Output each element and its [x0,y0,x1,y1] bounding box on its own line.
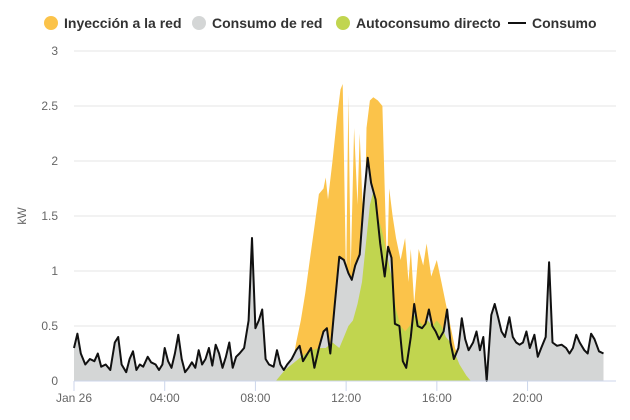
x-tick-label: 16:00 [422,391,452,405]
axes: 0 0.5 1 1.5 2 2.5 3 kW Jan 26 04:00 08:00 12:00 16:0… [15,44,616,405]
legend: Inyección a la red Consumo de red Autoco… [0,12,630,36]
legend-item-consumo-red[interactable]: Consumo de red [192,12,322,34]
x-tick-label: 04:00 [150,391,180,405]
y-tick-label: 0 [51,374,58,388]
legend-swatch-autoconsumo [336,16,350,30]
legend-item-autoconsumo[interactable]: Autoconsumo directo [336,12,501,34]
legend-item-inyeccion[interactable]: Inyección a la red [44,12,182,34]
y-tick-label: 0.5 [41,319,58,333]
y-tick-label: 2 [51,154,58,168]
legend-swatch-consumo-red [192,16,206,30]
legend-item-consumo[interactable]: Consumo [508,12,597,34]
series-line-consumo [73,156,604,382]
legend-swatch-inyeccion [44,16,58,30]
series-area-autoconsumo [275,191,471,381]
y-axis-title: kW [15,207,29,225]
y-tick-label: 3 [51,44,58,58]
x-tick-label: 08:00 [240,391,270,405]
x-tick-label: 12:00 [331,391,361,405]
legend-line-consumo [508,22,526,24]
x-tick-label: Jan 26 [56,391,92,405]
y-tick-label: 1 [51,264,58,278]
legend-label-autoconsumo: Autoconsumo directo [356,15,501,31]
legend-label-inyeccion: Inyección a la red [64,15,182,31]
legend-label-consumo-red: Consumo de red [212,15,323,31]
y-tick-label: 2.5 [41,99,58,113]
legend-label-consumo: Consumo [532,15,597,31]
x-tick-label: 20:00 [513,391,543,405]
y-tick-label: 1.5 [41,209,58,223]
series-layer [73,84,604,382]
